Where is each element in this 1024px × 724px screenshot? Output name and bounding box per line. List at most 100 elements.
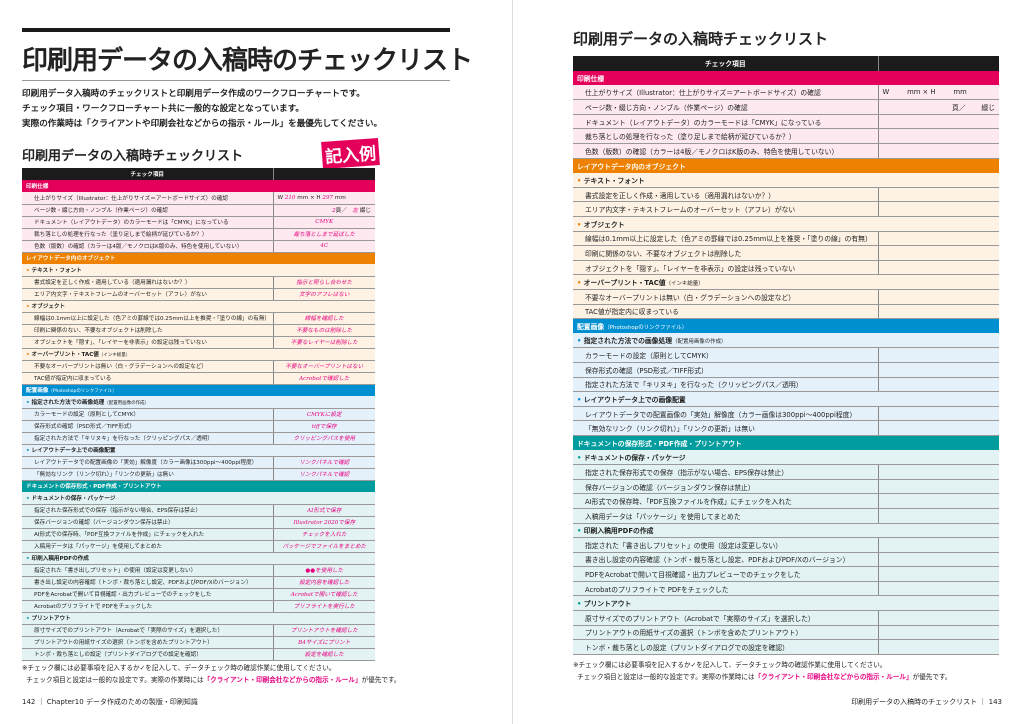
- check-item-label: 書き出し設定の内容確認（トンボ・裁ち落とし設定、PDFおよびPDF/Xのバージョ…: [22, 576, 273, 589]
- check-item-label: 保存バージョンの確認（バージョンダウン保存は禁止）: [573, 479, 878, 495]
- checklist-subtitle: 印刷用データの入稿時チェックリスト: [22, 149, 244, 164]
- check-field[interactable]: リンクパネルで確認: [272, 456, 375, 469]
- check-field[interactable]: [877, 508, 999, 524]
- check-field[interactable]: [877, 420, 999, 436]
- check-field[interactable]: [877, 479, 999, 495]
- check-field[interactable]: プリフライトを実行した: [272, 600, 375, 613]
- check-field[interactable]: チェックを入れた: [272, 528, 375, 541]
- check-item-label: エリア内文字・テキストフレームのオーバーセット（アフレ）がない: [573, 201, 878, 218]
- check-item-label: Acrobatのプリフライトで PDFをチェックした: [22, 600, 273, 613]
- check-field[interactable]: [877, 493, 999, 509]
- check-field[interactable]: 不要なオーバープリントはない: [272, 360, 375, 373]
- check-field[interactable]: [877, 362, 999, 378]
- right-page-title: 印刷用データの入稿時チェックリスト: [573, 30, 829, 48]
- check-field[interactable]: [877, 639, 999, 655]
- check-field[interactable]: 不要なものは削除した: [272, 324, 375, 337]
- checklist-row: レイアウトデータでの配置画像の「実効」解像度（カラー画像は300ppi～400p…: [573, 406, 999, 422]
- pages-label: 頁／: [335, 208, 353, 214]
- check-field[interactable]: 頁／ 綴じ: [877, 99, 999, 115]
- check-field[interactable]: 指示と照らし合わせた: [272, 276, 375, 289]
- checklist-row: 仕上がりサイズ（Illustrator：仕上がりサイズ＝アートボードサイズ）の確…: [22, 192, 375, 205]
- section-label: レイアウトデータ内のオブジェクト: [26, 256, 116, 263]
- check-field[interactable]: Illustrator 2020で保存: [272, 516, 375, 529]
- group-row: • ドキュメントの保存・パッケージ: [573, 450, 999, 466]
- check-field[interactable]: [877, 552, 999, 568]
- check-field[interactable]: 4C: [272, 240, 375, 253]
- check-field[interactable]: [877, 625, 999, 641]
- section-title: 配置画像（Photoshopのリンクファイル）: [22, 384, 375, 396]
- check-field[interactable]: Acrobatで確認した: [272, 372, 375, 385]
- check-field[interactable]: [877, 114, 999, 130]
- group-label: ドキュメントの保存・パッケージ: [31, 495, 116, 502]
- check-field[interactable]: クリッピングパスを使用: [272, 432, 375, 445]
- check-field[interactable]: 文字のアフレはない: [272, 288, 375, 301]
- check-field[interactable]: 裁ち落としまで延ばした: [272, 228, 375, 241]
- check-item-label: PDFをAcrobatで開いて目視確認・出力プレビューでのチェックをした: [22, 588, 273, 601]
- check-item-label: 指定された保存形式での保存（指示がない場合、EPS保存は禁止）: [22, 504, 273, 517]
- bullet-icon: •: [26, 267, 32, 274]
- check-field[interactable]: [877, 231, 999, 247]
- check-field[interactable]: 不要なレイヤーは削除した: [272, 336, 375, 349]
- checklist-row: 入稿用データは「パッケージ」を使用してまとめた: [573, 508, 999, 524]
- group-row: • レイアウトデータ上での画像配置: [22, 444, 375, 457]
- check-field[interactable]: 2頁／ 左 綴じ: [272, 204, 375, 217]
- group-title: • オブジェクト: [573, 216, 999, 232]
- group-label: レイアウトデータ上での画像配置: [31, 448, 116, 454]
- check-field[interactable]: パッケージでファイルをまとめた: [272, 540, 375, 553]
- check-field[interactable]: [877, 464, 999, 480]
- check-field[interactable]: [877, 566, 999, 582]
- handwritten-value: パッケージでファイルをまとめた: [282, 544, 367, 550]
- check-field[interactable]: [877, 406, 999, 422]
- check-field[interactable]: [877, 610, 999, 626]
- group-label: 印刷入稿用PDFの作成: [31, 556, 89, 562]
- check-item-label: 指定された方法で「キリヌキ」を行なった（クリッピングパス／透明）: [22, 432, 273, 445]
- check-field[interactable]: プリントアウトを確認した: [272, 624, 375, 637]
- check-field[interactable]: 設定を確認した: [272, 648, 375, 661]
- table-header: チェック項目: [22, 168, 375, 180]
- check-field[interactable]: [877, 260, 999, 276]
- check-field[interactable]: [877, 128, 999, 145]
- check-item-label: 保存バージョンの確認（バージョンダウン保存は禁止）: [22, 516, 273, 529]
- check-item-label: 書式設定を正しく作成・適用している（適用漏れはないか？）: [573, 187, 878, 203]
- check-field[interactable]: [877, 377, 999, 393]
- group-row: • オブジェクト: [22, 300, 375, 313]
- check-field[interactable]: AI形式で保存: [272, 504, 375, 517]
- check-field[interactable]: ●●を使用した: [272, 564, 375, 577]
- check-item-label: 不要なオーバープリントは無い（白・グラデーションへの設定など）: [573, 289, 878, 305]
- check-field[interactable]: CMYK: [272, 216, 375, 229]
- group-label: オーバープリント・TAC値: [31, 352, 99, 358]
- check-item-label: ページ数・綴じ方向・ノンブル（作業ページ）の確認: [573, 99, 878, 115]
- check-field[interactable]: W mm × H mm: [877, 85, 999, 101]
- check-item-label: 印刷に関係のない、不要なオブジェクトは削除した: [22, 324, 273, 337]
- section-title: 印刷仕様: [573, 70, 999, 86]
- check-field[interactable]: W 210 mm × H 297 mm: [272, 192, 375, 205]
- checklist-row: 保存バージョンの確認（バージョンダウン保存は禁止）: [573, 479, 999, 495]
- checklist-row: 保存形式の確認（PSD形式／TIFF形式）: [573, 362, 999, 378]
- check-field[interactable]: リンクパネルで確認: [272, 468, 375, 481]
- handwritten-value: AI形式で保存: [307, 508, 342, 514]
- check-field[interactable]: 線幅を確認した: [272, 312, 375, 325]
- check-field[interactable]: [877, 537, 999, 553]
- check-field[interactable]: tiffで保存: [272, 420, 375, 433]
- check-field[interactable]: [877, 143, 999, 159]
- group-row: • レイアウトデータ上での画像配置: [573, 391, 999, 407]
- check-field[interactable]: [877, 187, 999, 203]
- group-label: テキスト・フォント: [31, 267, 82, 274]
- page-title: 印刷用データの入稿時のチェックリスト: [22, 46, 473, 76]
- checklist-row: 書き出し設定の内容確認（トンボ・裁ち落とし設定、PDFおよびPDF/Xのバージョ…: [22, 576, 375, 589]
- bullet-icon: •: [26, 556, 32, 562]
- check-field[interactable]: [877, 289, 999, 305]
- check-field[interactable]: B4サイズにプリント: [272, 636, 375, 649]
- intro-line: チェック項目・ワークフローチャート共に一般的な設定となっています。: [22, 104, 304, 114]
- check-field[interactable]: [877, 581, 999, 597]
- check-item-label: オブジェクトを「隠す」、「レイヤーを非表示」の設定は残っていない: [22, 336, 273, 349]
- check-field[interactable]: [877, 201, 999, 218]
- header-check-items: チェック項目: [22, 168, 273, 180]
- checklist-row: 書式設定を正しく作成・適用している（適用漏れはないか？） 指示と照らし合わせた: [22, 276, 375, 289]
- check-field[interactable]: CMYKに設定: [272, 408, 375, 421]
- check-field[interactable]: [877, 245, 999, 261]
- check-field[interactable]: [877, 304, 999, 320]
- check-field[interactable]: 設定内容を確認した: [272, 576, 375, 589]
- check-field[interactable]: Acrobatで開いて確認した: [272, 588, 375, 601]
- check-field[interactable]: [877, 347, 999, 363]
